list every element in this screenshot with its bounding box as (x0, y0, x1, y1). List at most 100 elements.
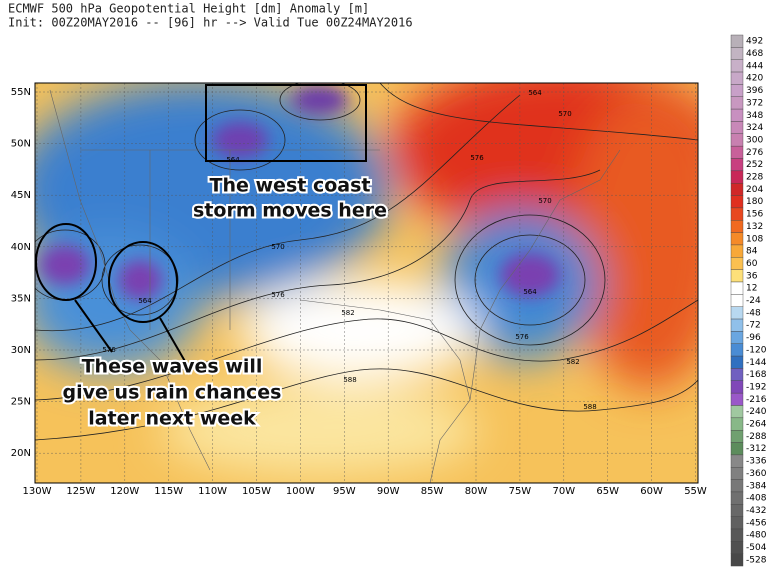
colorbar-label: -216 (746, 395, 767, 405)
colorbar-swatch (730, 158, 744, 172)
lon-label: 65W (596, 486, 619, 497)
colorbar-label: 204 (746, 185, 763, 195)
colorbar-label: -240 (746, 407, 767, 417)
lon-label: 55W (684, 486, 707, 497)
colorbar-label: 420 (746, 74, 763, 84)
lat-label: 40N (11, 242, 31, 253)
lon-label: 75W (509, 486, 532, 497)
colorbar-label: -528 (746, 555, 767, 565)
colorbar-label: -504 (746, 543, 767, 553)
colorbar-label: -360 (746, 469, 767, 479)
colorbar-swatch (730, 355, 744, 369)
lon-label: 120W (110, 486, 139, 497)
colorbar-label: 36 (746, 271, 758, 281)
lon-label: 90W (377, 486, 400, 497)
colorbar-swatch (730, 454, 744, 468)
colorbar-label: 492 (746, 37, 763, 47)
lat-label: 55N (11, 87, 31, 98)
annotation: The west coast (210, 175, 371, 197)
colorbar-swatch (730, 84, 744, 97)
contour-label: 564 (226, 156, 240, 164)
colorbar-swatch (730, 380, 744, 394)
lon-label: 85W (421, 486, 444, 497)
colorbar-swatch (730, 47, 744, 60)
colorbar-swatch (730, 331, 744, 344)
colorbar-swatch (730, 442, 744, 456)
lat-label: 30N (11, 345, 31, 356)
contour-label: 564 (528, 89, 542, 97)
colorbar-swatch (730, 269, 744, 283)
lon-label: 60W (640, 486, 663, 497)
contour-label: 588 (583, 403, 596, 411)
colorbar-swatch (730, 491, 744, 505)
contour-label: 582 (341, 309, 354, 317)
colorbar-label: 60 (746, 259, 758, 269)
colorbar-swatch (730, 479, 744, 493)
colorbar-swatch (730, 504, 744, 517)
colorbar-swatch (730, 121, 744, 134)
colorbar-label: 300 (746, 135, 763, 145)
colorbar-label: -264 (746, 420, 767, 430)
contour-label: 576 (470, 154, 484, 162)
annotation-shapes (35, 84, 367, 371)
colorbar-swatch (730, 96, 744, 110)
lon-label: 95W (333, 486, 356, 497)
lat-label: 25N (11, 397, 31, 408)
colorbar-label: 132 (746, 222, 763, 232)
colorbar-label: -408 (746, 494, 767, 504)
header-line: ECMWF 500 hPa Geopotential Height [dm] A… (8, 2, 369, 16)
colorbar-swatch (730, 257, 744, 270)
map-frame (34, 82, 699, 484)
annotation: These waves will (82, 356, 263, 378)
colorbar-swatch (730, 306, 744, 320)
colorbar-swatch (730, 541, 744, 554)
lat-label: 45N (11, 190, 31, 201)
contour-label: 564 (138, 297, 152, 305)
colorbar-swatch (730, 294, 744, 307)
colorbar-swatch (730, 34, 744, 48)
colorbar-swatch (730, 133, 744, 147)
colorbar-label: 156 (746, 210, 763, 220)
contour-label: 588 (343, 376, 356, 384)
colorbar-label: -72 (746, 321, 761, 331)
colorbar-label: 396 (746, 86, 763, 96)
colorbar-swatch (730, 553, 744, 567)
colorbar-label: -48 (746, 308, 761, 318)
colorbar-swatch (730, 417, 744, 431)
colorbar-swatch (730, 281, 744, 295)
colorbar-label: -144 (746, 358, 767, 368)
lon-label: 110W (198, 486, 227, 497)
colorbar-swatch (730, 244, 744, 258)
colorbar-label: -456 (746, 518, 767, 528)
colorbar-swatch (730, 232, 744, 246)
contour-label: 570 (558, 110, 571, 118)
colorbar-label: 276 (746, 148, 763, 158)
colorbar-label: 468 (746, 49, 763, 59)
lon-label: 100W (286, 486, 315, 497)
lon-label: 105W (242, 486, 271, 497)
colorbar-label: -432 (746, 506, 766, 516)
colorbar-swatch (730, 343, 744, 357)
colorbar-swatch (730, 430, 744, 443)
colorbar-swatch (730, 528, 744, 542)
contour-label: 564 (523, 288, 537, 296)
colorbar-label: 444 (746, 61, 763, 71)
colorbar-label: -336 (746, 457, 767, 467)
colorbar-label: -288 (746, 432, 767, 442)
header-line: Init: 00Z20MAY2016 -- [96] hr --> Valid … (8, 16, 413, 30)
lon-label: 115W (154, 486, 183, 497)
colorbar-swatch (730, 516, 744, 530)
annotation: storm moves here (193, 200, 387, 222)
colorbar-label: -312 (746, 444, 766, 454)
contour-label: 576 (102, 346, 116, 354)
colorbar-swatch (730, 207, 744, 221)
contour-label: 570 (271, 243, 284, 251)
colorbar-label: -24 (746, 296, 761, 306)
colorbar-label: -192 (746, 382, 766, 392)
lon-label: 125W (66, 486, 95, 497)
contour-label: 576 (271, 291, 285, 299)
colorbar-swatch (730, 405, 744, 419)
colorbar-label: 324 (746, 123, 763, 133)
lon-label: 70W (552, 486, 575, 497)
